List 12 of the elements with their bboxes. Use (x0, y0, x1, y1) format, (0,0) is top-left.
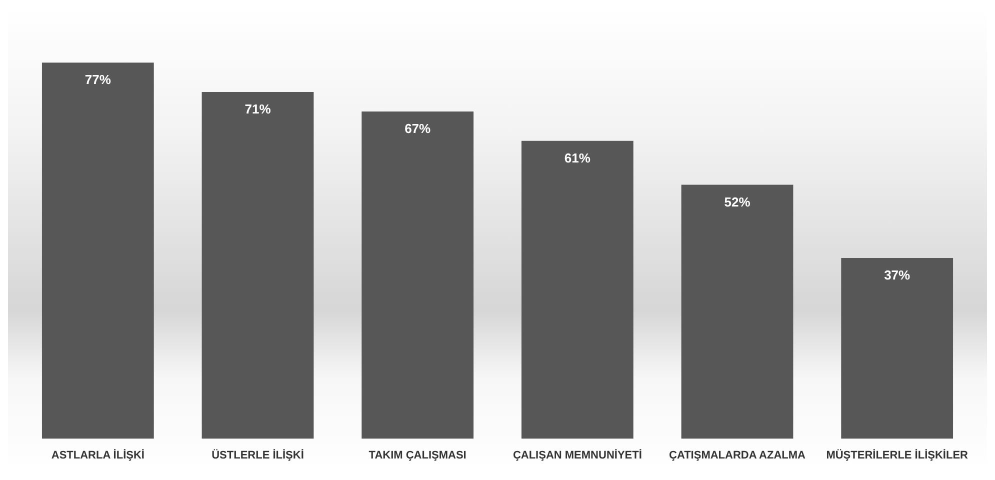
data-label: 37% (884, 268, 911, 283)
data-label: 61% (564, 150, 591, 166)
x-tick-label: ASTLARLA İLİŞKİ (51, 448, 144, 462)
x-tick-label: ÇALIŞAN MEMNUNİYETİ (512, 448, 642, 462)
data-label: 67% (404, 121, 432, 136)
x-tick-label: TAKIM ÇALIŞMASI (368, 449, 466, 462)
data-label: 52% (724, 194, 751, 210)
data-label: 77% (84, 72, 112, 88)
x-tick-label: ÜSTLERLE İLİŞKİ (212, 448, 304, 462)
x-tick-label: MÜŞTERİLERLE İLİŞKİLER (826, 448, 968, 462)
data-label: 71% (244, 102, 272, 117)
x-tick-label: ÇATIŞMALARDA AZALMA (669, 449, 806, 462)
